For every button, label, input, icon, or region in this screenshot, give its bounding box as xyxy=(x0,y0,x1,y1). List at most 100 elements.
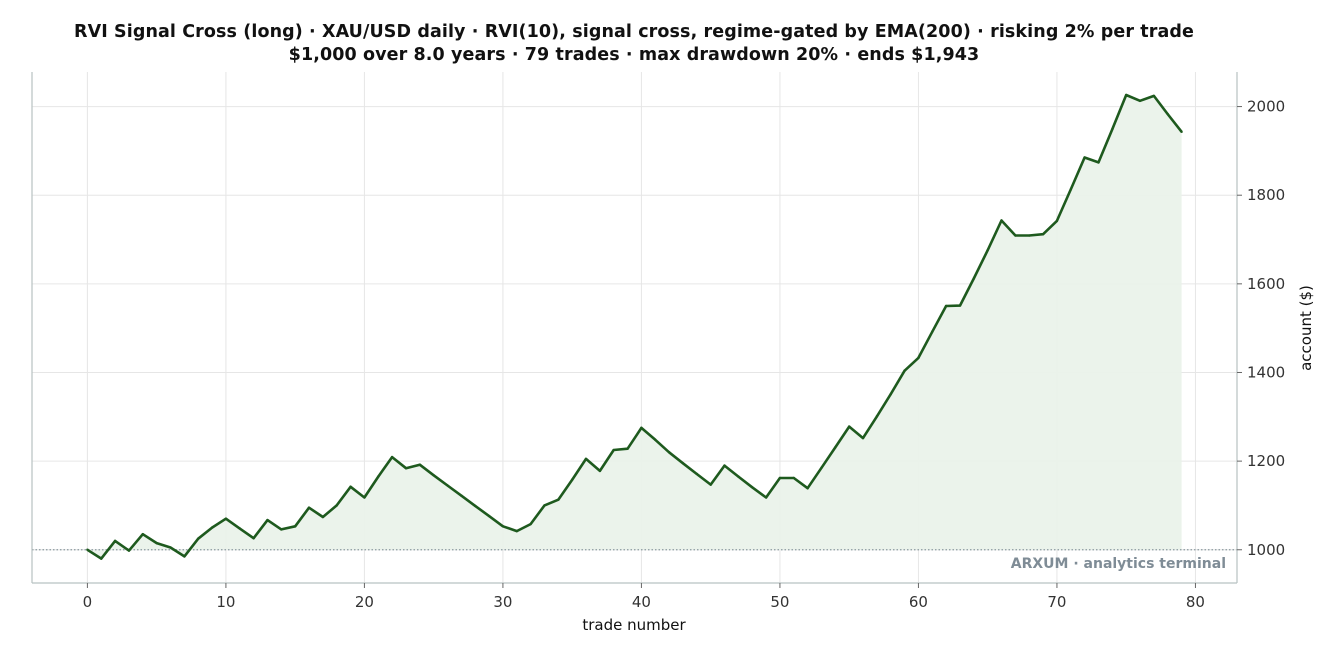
data-point-65 xyxy=(986,248,989,252)
data-point-70 xyxy=(1055,219,1059,223)
data-point-34 xyxy=(557,498,560,501)
data-point-10 xyxy=(224,517,228,520)
data-point-76 xyxy=(1138,99,1142,103)
data-point-66 xyxy=(1000,219,1003,222)
data-point-27 xyxy=(460,494,463,497)
data-point-45 xyxy=(709,483,712,486)
data-point-51 xyxy=(792,476,795,480)
data-point-43 xyxy=(681,462,685,465)
data-point-25 xyxy=(432,474,435,477)
x-axis-ticks: 0 10 20 30 40 50 60 70 80 xyxy=(83,583,1205,611)
data-point-12 xyxy=(252,537,255,540)
data-point-79 xyxy=(1180,130,1183,134)
axes-frame xyxy=(31,72,1238,584)
data-point-64 xyxy=(972,277,976,280)
x-tick-label: 40 xyxy=(632,593,651,611)
data-point-53 xyxy=(820,466,823,469)
data-point-60 xyxy=(917,356,920,360)
data-point-41 xyxy=(654,438,657,442)
data-point-47 xyxy=(737,475,740,478)
data-point-5 xyxy=(155,541,158,545)
x-tick-label: 30 xyxy=(493,593,512,611)
data-point-63 xyxy=(958,304,962,307)
data-point-33 xyxy=(543,504,546,507)
y-axis-ticks: 1000 1200 1400 1600 1800 2000 xyxy=(1237,98,1285,559)
data-point-0 xyxy=(86,548,89,551)
data-point-29 xyxy=(487,514,491,518)
data-point-75 xyxy=(1124,93,1128,97)
data-point-50 xyxy=(778,476,782,480)
data-point-72 xyxy=(1083,156,1086,159)
data-point-7 xyxy=(183,555,186,558)
watermark: ARXUM · analytics terminal xyxy=(1011,556,1226,572)
data-point-22 xyxy=(390,455,394,459)
data-point-1 xyxy=(100,557,103,560)
data-point-55 xyxy=(847,425,851,428)
x-tick-label: 60 xyxy=(909,593,928,611)
data-point-38 xyxy=(612,448,615,452)
equity-area-fill xyxy=(87,95,1182,559)
y-tick-label: 1800 xyxy=(1247,186,1285,204)
data-point-61 xyxy=(931,330,934,333)
data-point-8 xyxy=(197,537,200,540)
data-point-36 xyxy=(584,457,588,461)
x-axis-label: trade number xyxy=(582,616,686,634)
data-point-21 xyxy=(377,475,380,478)
data-point-46 xyxy=(723,464,726,467)
x-tick-label: 70 xyxy=(1047,593,1066,611)
x-tick-label: 0 xyxy=(83,593,93,611)
data-point-74 xyxy=(1111,127,1114,131)
y-tick-label: 1200 xyxy=(1247,452,1285,470)
data-point-26 xyxy=(446,484,449,487)
data-point-31 xyxy=(515,529,518,533)
y-tick-label: 1000 xyxy=(1247,541,1285,559)
data-point-11 xyxy=(238,527,241,530)
data-point-19 xyxy=(349,485,352,489)
data-point-35 xyxy=(570,478,574,481)
y-tick-label: 2000 xyxy=(1247,98,1285,116)
data-point-9 xyxy=(210,526,214,529)
data-point-52 xyxy=(806,486,809,490)
data-point-59 xyxy=(903,369,906,372)
data-point-32 xyxy=(529,522,532,526)
data-point-56 xyxy=(861,436,865,440)
y-axis-label: account ($) xyxy=(1297,285,1315,371)
data-point-54 xyxy=(834,446,837,449)
data-point-37 xyxy=(598,469,602,473)
data-point-15 xyxy=(293,525,297,528)
data-point-49 xyxy=(764,496,768,499)
data-point-6 xyxy=(169,546,172,549)
data-point-16 xyxy=(307,506,311,509)
data-points xyxy=(86,93,1183,560)
data-point-40 xyxy=(640,426,643,430)
x-tick-label: 20 xyxy=(355,593,374,611)
y-tick-label: 1600 xyxy=(1247,275,1285,293)
data-point-14 xyxy=(280,528,283,531)
y-tick-label: 1400 xyxy=(1247,363,1285,381)
data-point-28 xyxy=(474,504,477,508)
data-point-68 xyxy=(1028,234,1031,237)
data-point-69 xyxy=(1041,233,1045,236)
data-point-48 xyxy=(751,486,754,489)
data-point-3 xyxy=(127,549,131,552)
data-point-18 xyxy=(335,504,338,507)
data-point-42 xyxy=(667,451,671,454)
data-point-2 xyxy=(113,539,117,543)
data-point-39 xyxy=(626,447,629,450)
data-point-71 xyxy=(1069,188,1072,191)
chart-title: RVI Signal Cross (long) · XAU/USD daily … xyxy=(74,22,1194,42)
data-point-57 xyxy=(875,415,879,418)
data-point-62 xyxy=(944,304,948,308)
x-tick-label: 80 xyxy=(1186,593,1205,611)
data-point-24 xyxy=(418,463,422,466)
data-point-77 xyxy=(1152,94,1156,98)
equity-line xyxy=(86,93,1183,560)
data-point-13 xyxy=(266,518,269,522)
x-tick-label: 50 xyxy=(770,593,789,611)
data-point-17 xyxy=(321,515,325,519)
data-point-20 xyxy=(363,496,366,499)
x-tick-label: 10 xyxy=(216,593,235,611)
data-point-58 xyxy=(889,393,892,396)
chart-subtitle: $1,000 over 8.0 years · 79 trades · max … xyxy=(288,45,980,65)
